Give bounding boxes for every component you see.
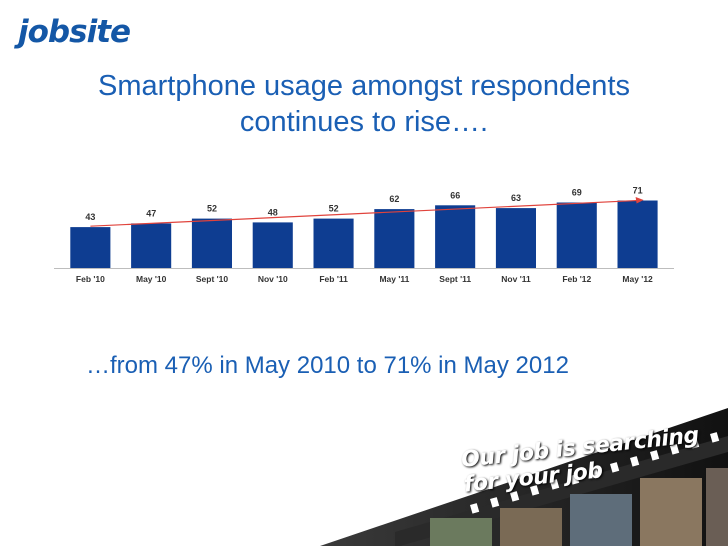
x-tick-label: Sept '11 <box>439 274 471 284</box>
bar <box>495 208 536 268</box>
bar <box>374 209 415 268</box>
data-label: 52 <box>329 204 339 214</box>
x-tick-label: May '11 <box>379 274 409 284</box>
bar <box>252 222 293 268</box>
data-label: 48 <box>268 207 278 217</box>
data-label: 62 <box>389 194 399 204</box>
trend-line <box>90 199 638 227</box>
x-tick-label: Nov '11 <box>501 274 531 284</box>
bar <box>131 223 172 268</box>
bar <box>617 200 658 268</box>
trend-line-arrowhead <box>635 196 644 204</box>
x-tick-label: May '12 <box>622 274 653 284</box>
slide-subtitle: …from 47% in May 2010 to 71% in May 2012 <box>86 352 569 379</box>
x-tick-label: Feb '10 <box>76 274 105 284</box>
bar <box>191 218 232 268</box>
x-tick-label: Feb '11 <box>319 274 348 284</box>
logo-text: jobsite <box>18 14 131 50</box>
data-label: 63 <box>511 193 521 203</box>
bar <box>313 218 354 268</box>
bar <box>70 227 111 268</box>
banner-tagline: Our job is searching for your job <box>460 423 700 498</box>
data-label: 43 <box>85 212 95 222</box>
data-label: 66 <box>450 190 460 200</box>
data-label: 71 <box>633 186 643 196</box>
slide-title: Smartphone usage amongst respondents con… <box>0 68 728 140</box>
slide-title-line-1: Smartphone usage amongst respondents <box>97 70 630 102</box>
x-tick-label: Sept '10 <box>196 274 229 284</box>
slide-title-line-2: continues to rise…. <box>239 106 489 138</box>
bar <box>556 202 597 268</box>
jobsite-logo: jobsite <box>18 14 131 50</box>
data-label: 52 <box>207 204 217 214</box>
data-label: 47 <box>146 208 156 218</box>
x-tick-label: May '10 <box>136 274 167 284</box>
x-tick-label: Feb '12 <box>562 274 591 284</box>
x-tick-label: Nov '10 <box>258 274 288 284</box>
data-label: 69 <box>572 188 582 198</box>
smartphone-usage-bar-chart: 43 Feb '10 47 May '10 52 Sept '10 48 Nov '10 52 F… <box>54 186 674 284</box>
bar <box>435 205 476 268</box>
